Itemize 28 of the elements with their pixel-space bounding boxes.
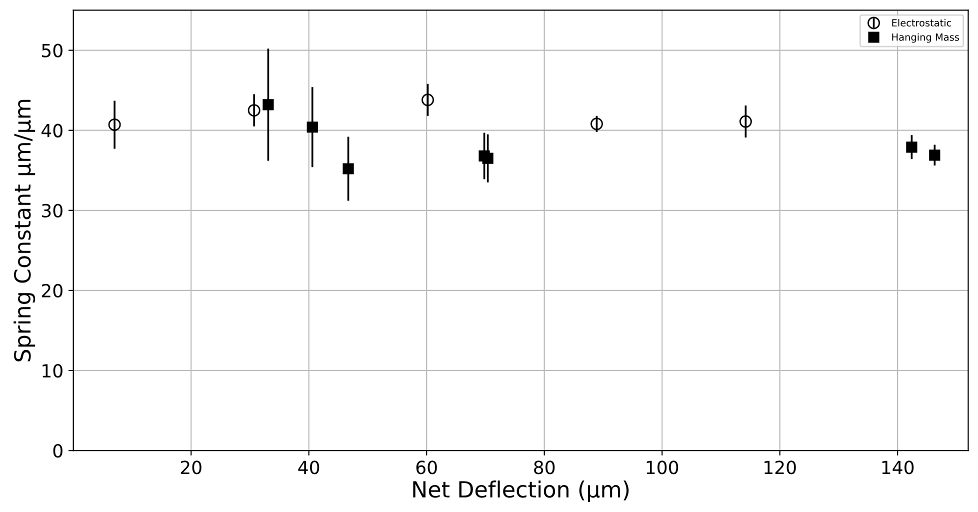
point <box>306 122 318 133</box>
x-tick-label: 40 <box>298 460 320 474</box>
x-tick-label: 60 <box>416 460 437 474</box>
point <box>590 118 603 130</box>
point <box>108 118 121 131</box>
y-axis-title: Spring Constant µm/µm <box>14 100 36 362</box>
x-tick-label: 120 <box>764 460 796 474</box>
x-tick-label: 20 <box>180 460 202 474</box>
point <box>906 142 918 153</box>
y-tick-label: 0 <box>53 444 62 458</box>
y-tick-label: 30 <box>42 204 62 218</box>
x-axis-title: Net Deflection (µm) <box>413 480 629 502</box>
point <box>262 99 274 110</box>
point <box>342 163 354 174</box>
point <box>739 115 752 128</box>
y-tick-label: 20 <box>42 284 62 298</box>
legend-label: Hanging Mass <box>892 33 959 43</box>
x-tick-label: 100 <box>646 460 678 474</box>
y-tick-label: 40 <box>42 124 62 138</box>
point <box>422 94 434 106</box>
y-tick-label: 10 <box>42 364 62 378</box>
point <box>248 104 260 117</box>
y-tick-label: 50 <box>42 44 62 58</box>
x-tick-label: 80 <box>534 460 555 474</box>
legend-label: Electrostatic <box>892 18 952 27</box>
point <box>482 152 494 164</box>
point <box>929 150 940 161</box>
x-tick-label: 140 <box>882 460 914 474</box>
